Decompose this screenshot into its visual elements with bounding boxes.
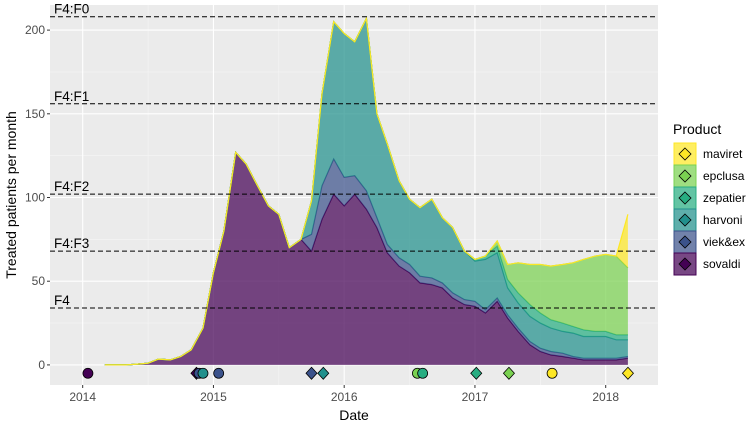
y-axis-title: Treated patients per month [3,111,19,279]
x-tick-label: 2015 [200,390,227,404]
y-tick-label: 200 [25,23,45,37]
area-series [104,16,629,366]
area-harvoni [104,18,628,365]
legend-marker-viek&ex [678,235,692,249]
legend-label-epclusa: epclusa [703,169,745,183]
launch-marker-maviret [546,367,558,379]
area-sovaldi [104,152,628,365]
x-tick-label: 2014 [69,390,96,404]
y-axis-ticks: 0 50 100 150 200 [25,23,50,372]
launch-marker-viek&ex [213,367,225,379]
x-tick-label: 2016 [331,390,358,404]
launch-marker-zepatier [417,367,429,379]
reference-line-label: F4:F2 [54,179,89,194]
launch-marker-harvoni [317,366,330,380]
y-tick-label: 150 [25,107,45,121]
launch-marker-zepatier [470,366,483,380]
y-tick-label: 50 [32,274,46,288]
reference-line-label: F4:F3 [54,236,89,251]
launch-markers [82,366,634,380]
legend-marker-sovaldi [678,257,692,271]
launch-marker-viek&ex [305,366,318,380]
legend-marker-harvoni [678,213,692,227]
legend-marker-zepatier [678,191,692,205]
launch-marker-harvoni [197,367,209,379]
x-axis-title: Date [339,407,369,423]
reference-lines: F4:F0 F4:F1 F4:F2 F4:F3 F4 [50,2,658,309]
legend-label-zepatier: zepatier [703,191,746,205]
legend-label-harvoni: harvoni [703,213,742,227]
legend-label-viek&ex: viek&ex [703,235,745,249]
area-viek&ex [104,152,628,365]
launch-marker-maviret [621,366,634,380]
y-tick-label: 0 [38,358,45,372]
launch-marker-epclusa [502,366,515,380]
area-edge-maviret [104,16,629,366]
x-tick-label: 2017 [462,390,489,404]
y-tick-label: 100 [25,191,45,205]
legend-title: Product [673,121,721,137]
launch-marker-sovaldi [82,367,94,379]
legend-label-sovaldi: sovaldi [703,257,740,271]
reference-line-label: F4 [54,293,70,308]
legend-marker-maviret [678,147,692,161]
x-tick-label: 2018 [592,390,619,404]
legend-label-maviret: maviret [703,147,743,161]
reference-line-label: F4:F0 [54,2,89,17]
legend-marker-epclusa [678,169,692,183]
reference-line-label: F4:F1 [54,89,89,104]
x-axis-ticks: 2014 2015 2016 2017 2018 [69,385,619,404]
area-zepatier [104,18,628,365]
legend: Product maviret epclusa zepatier harvoni vie… [673,121,746,276]
